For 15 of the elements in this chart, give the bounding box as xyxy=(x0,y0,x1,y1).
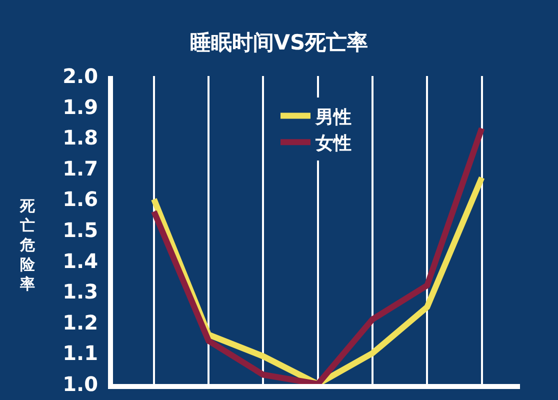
legend-label: 女性 xyxy=(314,133,352,154)
y-tick-label: 1.1 xyxy=(62,341,98,366)
y-tick-label: 1.0 xyxy=(62,372,98,396)
y-tick-label: 1.5 xyxy=(62,218,98,242)
y-tick-label: 1.7 xyxy=(62,156,98,180)
y-tick-label: 2.0 xyxy=(62,64,98,88)
y-tick-label: 1.9 xyxy=(62,94,98,119)
y-axis-title: 死亡危险率 xyxy=(19,197,36,293)
y-tick-label: 1.3 xyxy=(62,280,98,304)
y-tick-label: 1.2 xyxy=(62,310,98,334)
y-tick-label: 1.4 xyxy=(62,248,98,273)
chart-title: 睡眠时间VS死亡率 xyxy=(190,30,368,54)
y-tick-label: 1.6 xyxy=(62,187,98,212)
y-tick-label: 1.8 xyxy=(62,126,98,150)
legend-label: 男性 xyxy=(314,106,352,128)
